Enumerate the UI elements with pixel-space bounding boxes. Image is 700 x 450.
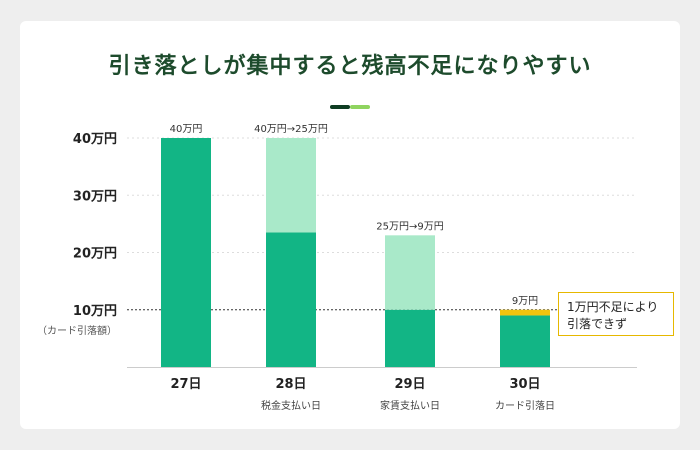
bar-shortfall: [500, 309, 550, 316]
x-tick-sublabel: 税金支払い日: [261, 399, 321, 412]
chart-title: 引き落としが集中すると残高不足になりやすい: [108, 54, 592, 79]
bar-payment: [266, 138, 316, 233]
bar-balance: [385, 309, 435, 367]
y-tick-label: 30万円: [73, 189, 117, 204]
bar-data-label: 40万円→25万円: [254, 124, 328, 135]
bar-data-label: 9万円: [512, 296, 538, 307]
threshold-sublabel: （カード引落額）: [37, 324, 117, 337]
bar-data-label: 40万円: [170, 124, 203, 135]
chart-card: [20, 21, 680, 429]
title-accent-light: [350, 105, 370, 109]
threshold-label: 10万円: [73, 304, 117, 319]
x-tick-sublabel: カード引落日: [495, 400, 555, 412]
x-tick-label: 30日: [509, 377, 540, 392]
y-tick-label: 40万円: [73, 132, 117, 147]
bar-data-label: 25万円→9万円: [376, 221, 443, 232]
bar-balance: [500, 315, 550, 367]
bar-payment: [385, 235, 435, 310]
x-tick-label: 27日: [170, 377, 201, 392]
shortfall-annotation: 1万円不足により 引落できず: [558, 292, 674, 336]
title-accent-dark: [330, 105, 350, 109]
bar-balance: [161, 138, 211, 367]
x-tick-label: 28日: [275, 377, 306, 392]
y-tick-label: 20万円: [73, 247, 117, 262]
x-tick-sublabel: 家賃支払い日: [380, 399, 440, 412]
bar-balance: [266, 232, 316, 367]
x-tick-label: 29日: [394, 377, 425, 392]
